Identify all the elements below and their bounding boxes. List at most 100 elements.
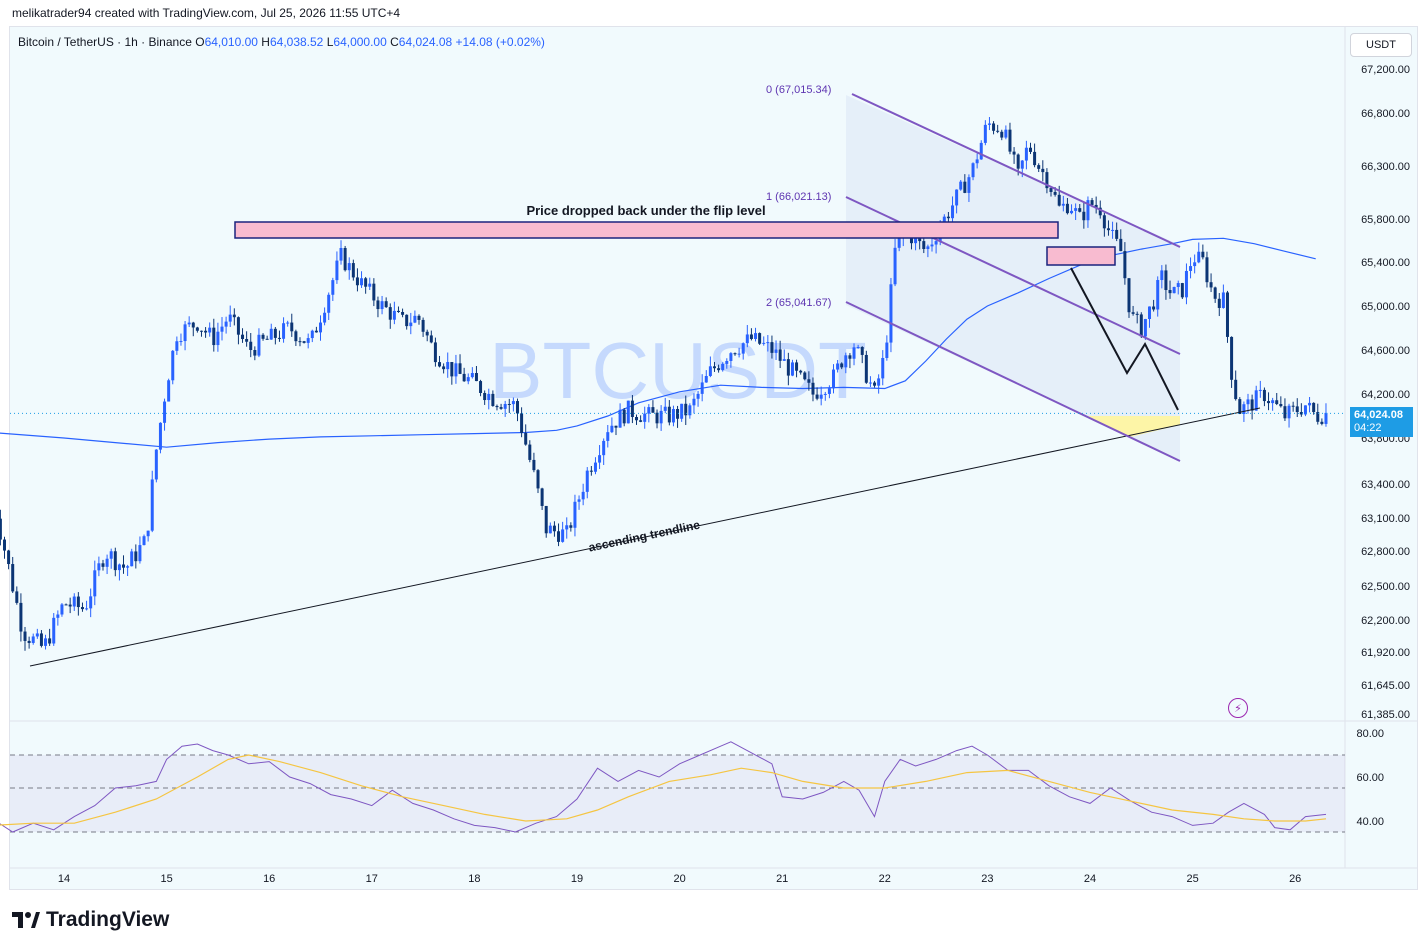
candle-body <box>179 341 183 343</box>
price-tick-label: 62,200.00 <box>1361 615 1410 627</box>
candle-body <box>1201 251 1205 258</box>
candle-body <box>15 591 19 603</box>
symbol-label: Bitcoin / TetherUS · 1h · Binance <box>18 35 192 49</box>
candle-body <box>1127 278 1131 313</box>
candle-body <box>380 301 384 310</box>
candle-body <box>520 413 524 433</box>
candle-body <box>1086 200 1090 221</box>
candle-body <box>897 237 901 248</box>
candle-body <box>667 406 671 423</box>
price-pane: BTCUSDT ascending trendline 0 (67,015.34) 1… <box>0 27 1418 869</box>
candle-body <box>975 159 979 164</box>
candle-body <box>298 341 302 343</box>
candle-body <box>1106 228 1110 231</box>
candle-body <box>790 362 794 376</box>
candle-body <box>331 280 335 295</box>
candle-body <box>1078 208 1082 212</box>
candle-body <box>692 398 696 406</box>
candle-body <box>606 432 610 441</box>
candle-body <box>827 388 831 394</box>
candle-body <box>249 341 253 351</box>
candle-body <box>946 216 950 219</box>
candle-body <box>569 525 573 528</box>
candle-body <box>877 378 881 386</box>
candle-body <box>951 205 955 219</box>
price-tick-label: 64,200.00 <box>1361 389 1410 401</box>
rsi-line <box>0 741 1327 833</box>
candle-body <box>1152 306 1156 310</box>
candle-body <box>19 602 23 632</box>
candle-body <box>183 324 187 342</box>
candle-body <box>146 530 150 537</box>
candle-body <box>934 241 938 245</box>
candle-body <box>647 407 651 414</box>
candle-body <box>450 362 454 377</box>
price-tick-label: 61,645.00 <box>1361 680 1410 692</box>
candle-body <box>150 479 154 531</box>
candle-body <box>700 382 704 394</box>
candle-body <box>1045 172 1049 189</box>
candle-body <box>1123 251 1127 279</box>
axes: 67,200.00 66,800.00 66,300.00 65,800.00 65,4… <box>58 64 1410 885</box>
candle-body <box>60 604 64 615</box>
candle-body <box>1164 270 1168 291</box>
candle-body <box>216 331 220 346</box>
candle-body <box>1295 406 1299 413</box>
tradingview-brand[interactable]: TradingView <box>12 908 169 932</box>
lightning-icon[interactable]: ⚡ <box>1228 698 1248 718</box>
candle-body <box>983 124 987 143</box>
candle-body <box>2 539 6 551</box>
candle-body <box>7 550 11 565</box>
candle-body <box>277 337 281 339</box>
candle-body <box>684 403 688 416</box>
candle-body <box>1028 147 1032 152</box>
candle-body <box>499 407 503 409</box>
candle-body <box>540 488 544 506</box>
rsi-moving-average <box>0 754 1327 826</box>
candle-body <box>261 334 265 339</box>
channel-level-label: 2 (65,041.67) <box>766 297 831 309</box>
candle-body <box>425 331 429 336</box>
candle-body <box>56 614 60 618</box>
candle-body <box>803 372 807 380</box>
candle-body <box>1176 283 1180 287</box>
candle-body <box>511 401 515 405</box>
candle-body <box>323 312 327 323</box>
candle-body <box>770 342 774 353</box>
candle-body <box>573 501 577 528</box>
candle-body <box>376 300 380 310</box>
candle-body <box>294 331 298 342</box>
candle-body <box>1209 282 1213 288</box>
candle-body <box>11 564 15 592</box>
time-tick-label: 15 <box>160 873 172 885</box>
candle-body <box>130 551 134 567</box>
candle-body <box>1250 399 1254 411</box>
candle-body <box>1308 402 1312 406</box>
candle-body <box>454 363 458 377</box>
candle-body <box>1258 389 1262 391</box>
channel-level-label: 1 (66,021.13) <box>766 191 831 203</box>
candle-body <box>811 382 815 395</box>
candle-body <box>269 328 273 340</box>
candle-body <box>1070 210 1074 214</box>
candle-body <box>195 327 199 331</box>
candle-body <box>712 366 716 369</box>
candle-body <box>680 403 684 419</box>
candle-body <box>1316 412 1320 422</box>
candle-body <box>364 278 368 287</box>
low-label: L <box>326 35 334 49</box>
price-tick-label: 66,800.00 <box>1361 108 1410 120</box>
candle-body <box>1020 160 1024 169</box>
candle-body <box>840 363 844 368</box>
candle-body <box>766 342 770 344</box>
candle-body <box>1324 412 1328 424</box>
candle-body <box>741 343 745 354</box>
candle-body <box>474 373 478 382</box>
candle-body <box>1221 292 1225 308</box>
currency-button[interactable]: USDT <box>1350 33 1412 57</box>
last-price-tag: 64,024.08 04:22 <box>1350 407 1413 437</box>
candle-body <box>479 381 483 393</box>
candle-body <box>220 326 224 332</box>
candle-body <box>1135 313 1139 315</box>
